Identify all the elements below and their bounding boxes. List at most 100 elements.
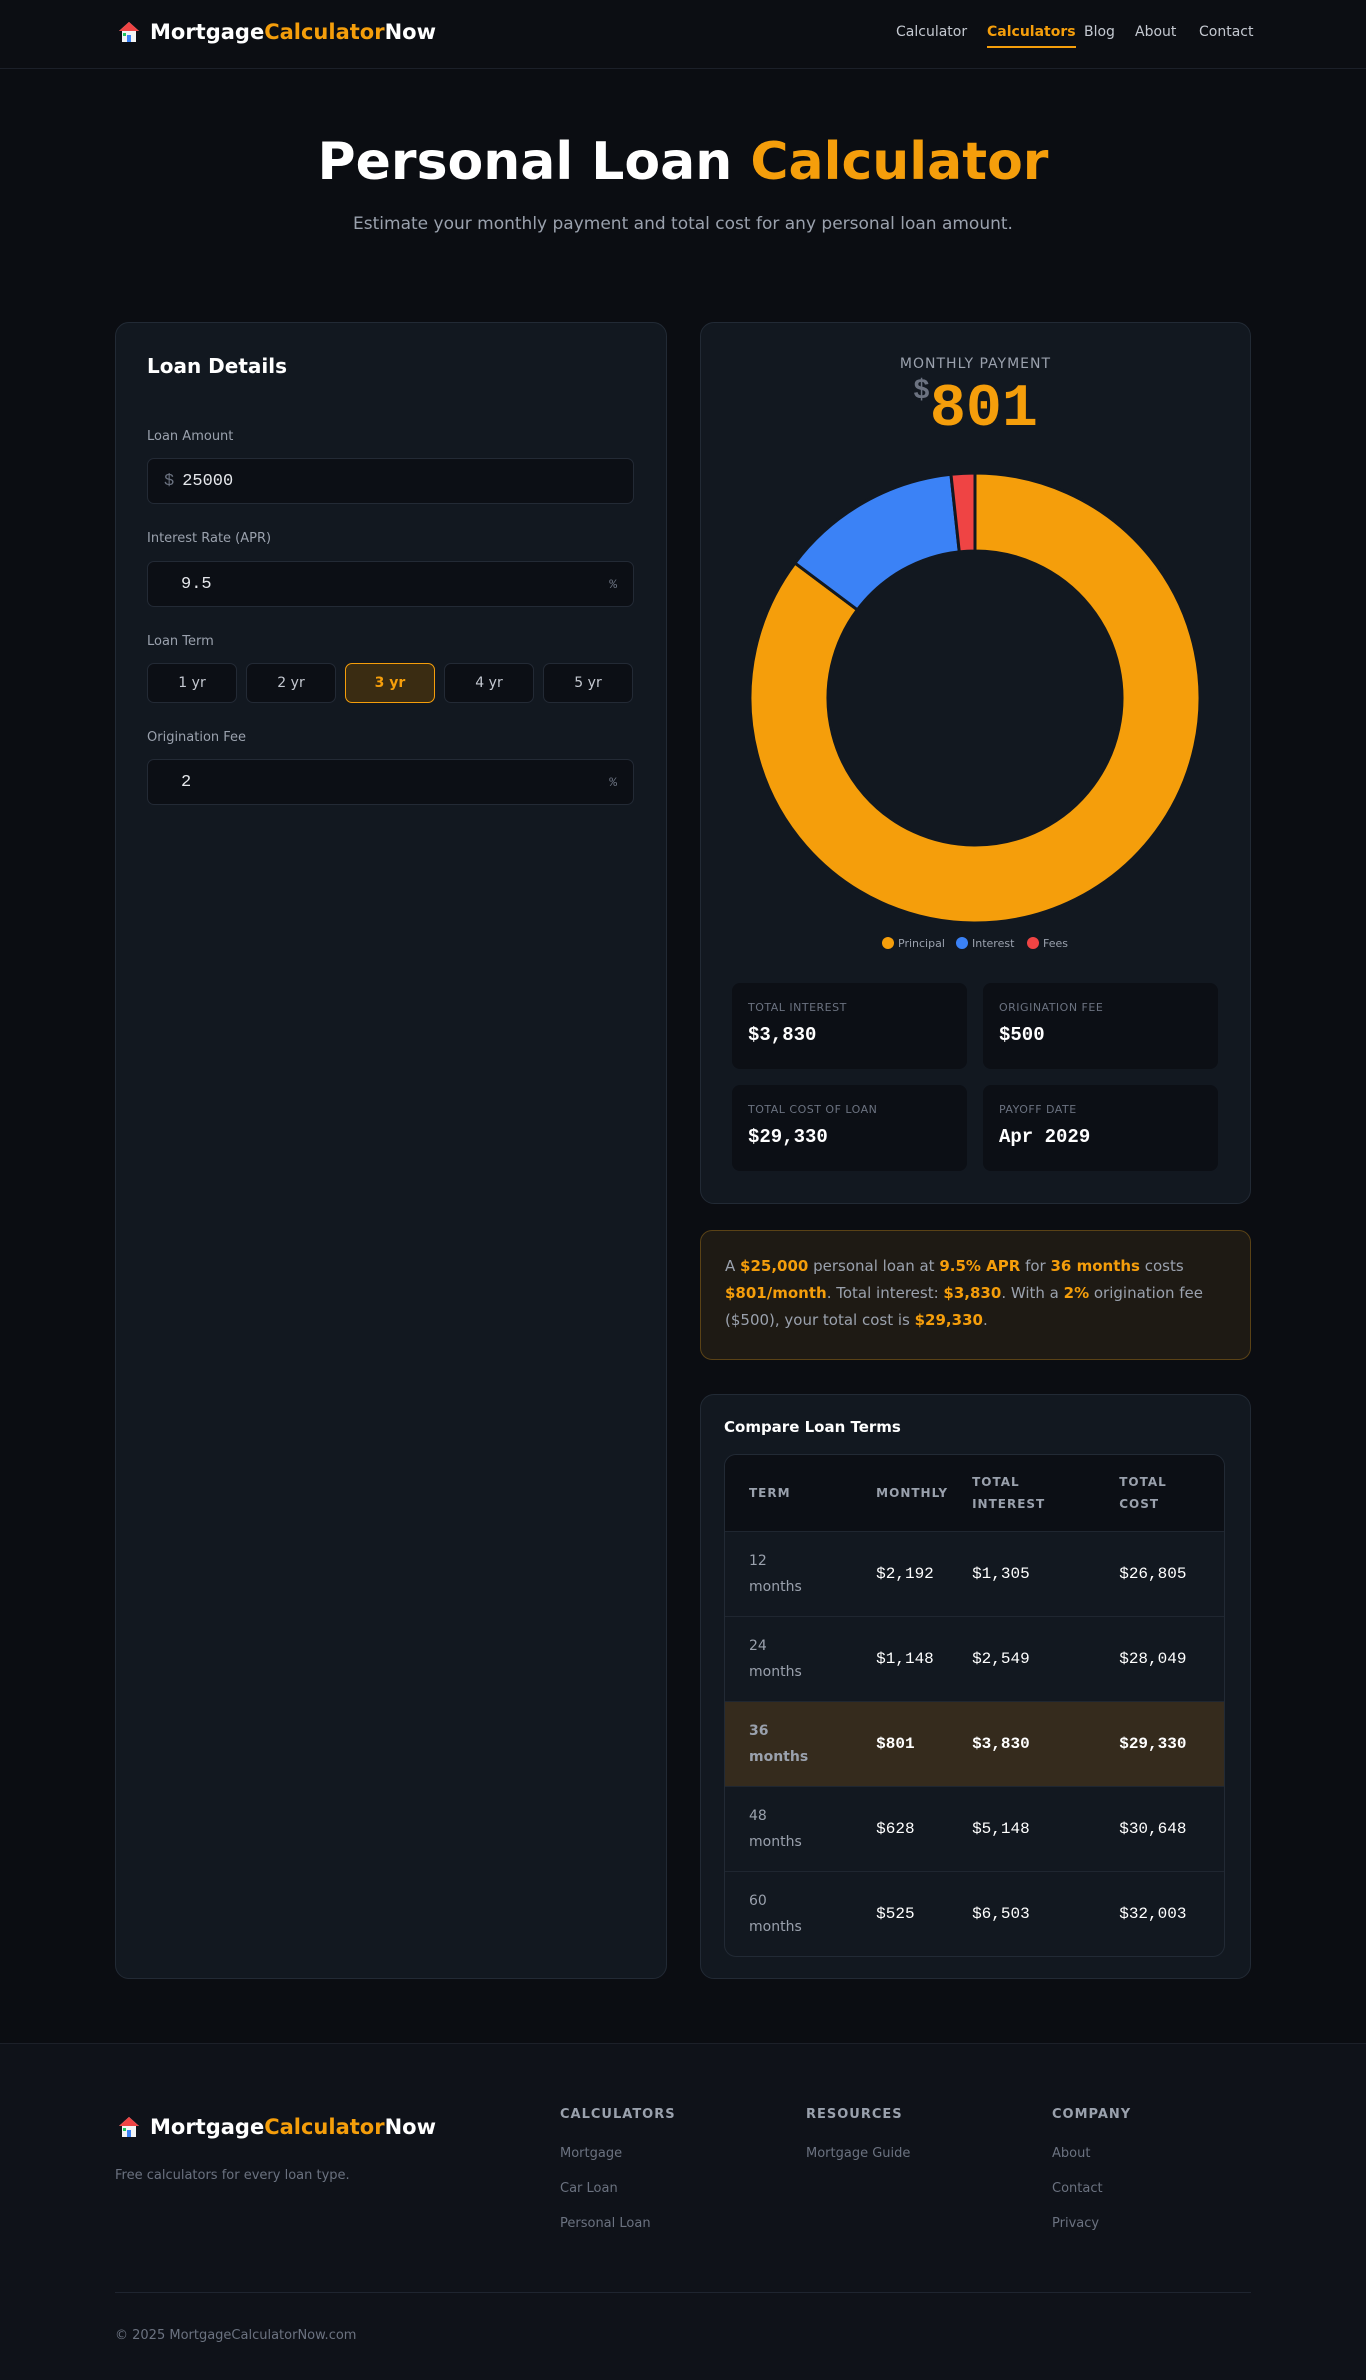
highlight: $801/month [725, 1284, 827, 1302]
title-accent: Calculator [750, 132, 1049, 192]
table-row: 12 months $2,192 $1,305 $26,805 [725, 1530, 1224, 1616]
copyright: © 2025 MortgageCalculatorNow.com [115, 2328, 357, 2343]
cell: $525 [852, 1870, 949, 1956]
donut-chart: Principal Interest Fees [748, 471, 1202, 950]
cell: $29,330 [1095, 1700, 1224, 1786]
rate: 9.5 [181, 574, 212, 594]
footer-logo[interactable]: MortgageCalculatorNow [118, 2115, 436, 2139]
rate-input[interactable]: 9.5% [147, 561, 634, 607]
fee-input[interactable]: 2% [147, 759, 634, 805]
term-button[interactable]: 4 yr [444, 663, 534, 703]
logo-text: MortgageCalculatorNow [150, 20, 436, 44]
monthly: 801 [929, 376, 1038, 444]
cell: $26,805 [1095, 1530, 1224, 1616]
stat-label: TOTAL COST OF LOAN [748, 1103, 878, 1116]
footer-tagline: Free calculators for every loan type. [115, 2168, 350, 2183]
footer-link[interactable]: Privacy [1052, 2216, 1100, 2231]
logo-a: Mortgage [150, 2115, 265, 2139]
footer [0, 2043, 1366, 2380]
term-button[interactable]: 1 yr [147, 663, 237, 703]
stat-label: TOTAL INTEREST [748, 1001, 847, 1014]
nav-link[interactable]: Calculator [896, 24, 968, 40]
column-header: MONTHLY [852, 1455, 949, 1531]
footer-link[interactable]: Contact [1052, 2181, 1103, 2196]
term-button[interactable]: 5 yr [543, 663, 633, 703]
text: A [725, 1257, 741, 1275]
table-row: 24 months $1,148 $2,549 $28,049 [725, 1615, 1224, 1701]
stat-label: ORIGINATION FEE [999, 1001, 1104, 1014]
text: . With a [1001, 1284, 1064, 1302]
hero-subtitle: Estimate your monthly payment and total … [353, 214, 1013, 234]
highlight: 2% [1063, 1284, 1090, 1302]
footer-heading: COMPANY [1052, 2107, 1132, 2122]
table-row: 60 months $525 $6,503 $32,003 [725, 1870, 1224, 1956]
footer-link[interactable]: Car Loan [560, 2181, 618, 2196]
cell: $1,305 [948, 1530, 1096, 1616]
logo-a: Mortgage [150, 20, 265, 44]
fee-label: Origination Fee [147, 730, 247, 745]
cell: $1,148 [852, 1615, 949, 1701]
text: for [1020, 1257, 1051, 1275]
table-row: 48 months $628 $5,148 $30,648 [725, 1785, 1224, 1871]
logo-b: Calculator [264, 20, 385, 44]
legend-swatch [956, 937, 968, 949]
footer-link[interactable]: Mortgage Guide [806, 2146, 911, 2161]
stat-value: $3,830 [748, 1024, 817, 1046]
monthly-payment: $801 [700, 376, 1251, 444]
term-button[interactable]: 2 yr [246, 663, 336, 703]
cell: 48 months [725, 1785, 853, 1871]
legend-swatch [882, 937, 894, 949]
footer-link[interactable]: About [1052, 2146, 1091, 2161]
compare-table: TERM MONTHLY TOTAL INTEREST TOTAL COST 12 mo… [724, 1454, 1225, 1957]
cell: $3,830 [948, 1700, 1096, 1786]
cell: 36 months [725, 1700, 853, 1786]
logo-text: MortgageCalculatorNow [150, 2115, 436, 2139]
nav-link[interactable]: Contact [1199, 24, 1254, 40]
header-row: TERM MONTHLY TOTAL INTEREST TOTAL COST [725, 1455, 1224, 1531]
cell: $5,148 [948, 1785, 1096, 1871]
amount-label: Loan Amount [147, 429, 234, 444]
stat-box: TOTAL COST OF LOAN $29,330 [732, 1085, 967, 1171]
stat-value: Apr 2029 [999, 1126, 1091, 1148]
nav-link[interactable]: Blog [1084, 24, 1115, 40]
rate-label: Interest Rate (APR) [147, 531, 272, 546]
cell: $801 [852, 1700, 949, 1786]
highlight: 9.5% APR [939, 1257, 1021, 1275]
cell: $30,648 [1095, 1785, 1224, 1871]
logo[interactable]: MortgageCalculatorNow [118, 20, 436, 44]
cell: $2,192 [852, 1530, 949, 1616]
footer-heading: RESOURCES [806, 2107, 903, 2122]
title: Personal Loan [317, 132, 733, 192]
term-button[interactable]: 3 yr [345, 663, 435, 703]
donut-slice [748, 471, 1202, 925]
cell: 12 months [725, 1530, 853, 1616]
nav-link[interactable]: Calculators [987, 24, 1076, 48]
stat-box: PAYOFF DATE Apr 2029 [983, 1085, 1218, 1171]
amount-input[interactable]: $25000 [147, 458, 634, 504]
donut-slice [949, 471, 977, 554]
cell: $6,503 [948, 1870, 1096, 1956]
stat-value: $29,330 [748, 1126, 828, 1148]
logo-c: Now [384, 2115, 436, 2139]
stat-value: $500 [999, 1024, 1045, 1046]
navbar: MortgageCalculatorNow [0, 0, 1366, 69]
term-label: Loan Term [147, 634, 214, 649]
monthly-label: MONTHLY PAYMENT [899, 356, 1052, 372]
legend-label: Interest [972, 937, 1015, 950]
cell: $628 [852, 1785, 949, 1871]
cell: $28,049 [1095, 1615, 1224, 1701]
stat-box: ORIGINATION FEE $500 [983, 983, 1218, 1069]
highlight: $25,000 [740, 1257, 809, 1275]
footer-heading: CALCULATORS [560, 2107, 676, 2122]
nav-link[interactable]: About [1135, 24, 1177, 40]
cell: $32,003 [1095, 1870, 1224, 1956]
divider [115, 2292, 1251, 2293]
suffix: % [609, 576, 617, 592]
footer-link[interactable]: Mortgage [560, 2146, 623, 2161]
logo-icon [119, 22, 139, 42]
logo-icon [119, 2117, 139, 2137]
legend-label: Principal [898, 937, 945, 950]
footer-link[interactable]: Personal Loan [560, 2216, 651, 2231]
text: . [982, 1311, 988, 1329]
text: . Total interest: [826, 1284, 944, 1302]
